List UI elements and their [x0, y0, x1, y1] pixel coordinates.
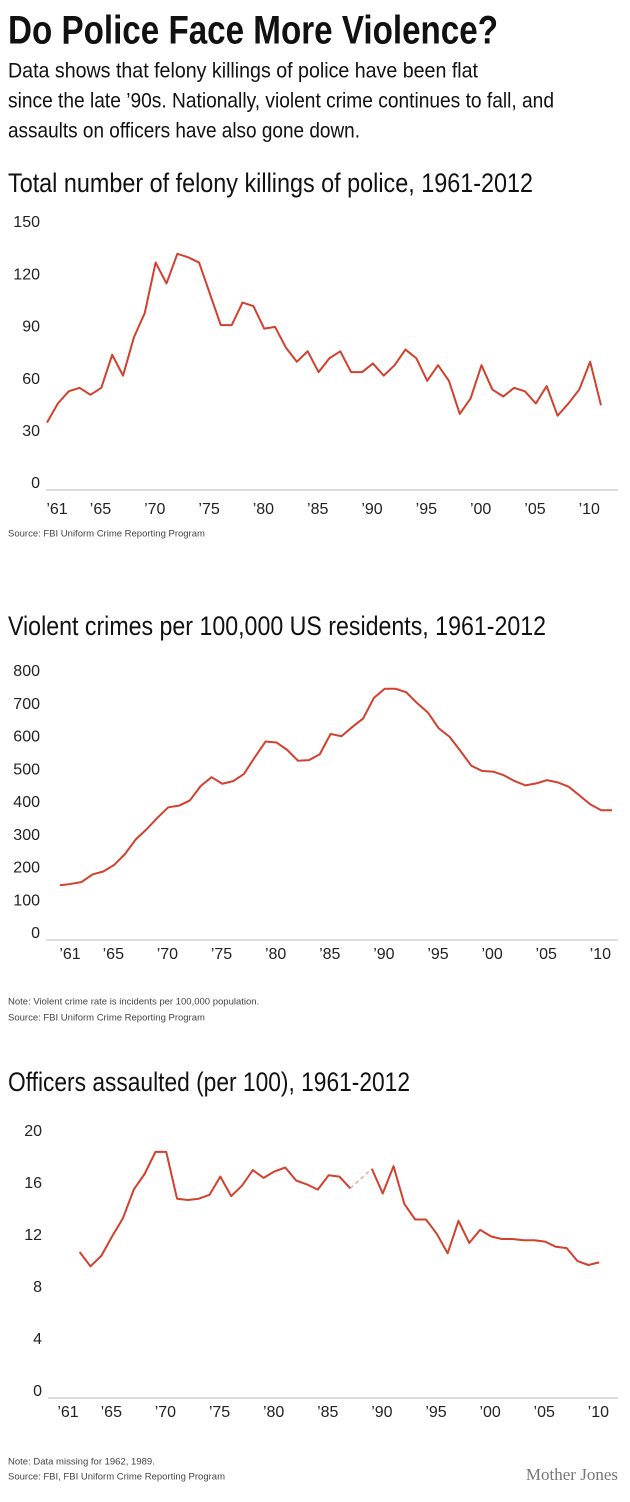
chart-note: Source: FBI, FBI Uniform Crime Reporting…	[8, 1472, 225, 1483]
subtitle-line: assaults on officers have also gone down…	[8, 120, 360, 143]
x-tick-label: ’85	[307, 501, 328, 518]
chart-title: Violent crimes per 100,000 US residents,…	[8, 611, 546, 641]
y-tick-label: 4	[33, 1331, 42, 1348]
x-tick-label: ’00	[470, 501, 491, 518]
x-tick-label: ’10	[588, 1404, 609, 1421]
subtitle-line: since the late ’90s. Nationally, violent…	[8, 90, 554, 113]
y-tick-label: 0	[33, 1383, 42, 1400]
brand: Mother Jones	[526, 1465, 618, 1484]
y-tick-label: 30	[22, 423, 40, 440]
x-tick-label: ’65	[90, 501, 111, 518]
chart-note: Source: FBI Uniform Crime Reporting Prog…	[8, 529, 205, 540]
gap-connector	[349, 1168, 373, 1189]
x-tick-label: ’75	[209, 1404, 230, 1421]
x-tick-label: ’90	[371, 1404, 392, 1421]
x-tick-label: ’85	[319, 946, 340, 963]
chart-title: Officers assaulted (per 100), 1961-2012	[8, 1067, 410, 1097]
data-line	[59, 687, 612, 887]
x-tick-label: ’61	[46, 501, 67, 518]
y-tick-label: 90	[22, 319, 40, 336]
y-tick-label: 150	[13, 214, 40, 231]
x-tick-label: ’85	[317, 1404, 338, 1421]
y-tick-label: 16	[24, 1175, 42, 1192]
y-tick-label: 120	[13, 266, 40, 283]
x-tick-label: ’65	[103, 946, 124, 963]
x-tick-label: ’80	[253, 501, 274, 518]
x-tick-label: ’95	[427, 946, 448, 963]
x-tick-label: ’00	[481, 946, 502, 963]
y-tick-label: 0	[31, 925, 40, 942]
x-tick-label: ’90	[361, 501, 382, 518]
x-tick-label: ’05	[534, 1404, 555, 1421]
y-tick-label: 400	[13, 794, 40, 811]
y-tick-label: 0	[31, 475, 40, 492]
y-tick-label: 200	[13, 860, 40, 877]
y-tick-label: 800	[13, 663, 40, 680]
y-tick-label: 500	[13, 761, 40, 778]
x-tick-label: ’70	[155, 1404, 176, 1421]
x-tick-label: ’95	[416, 501, 437, 518]
chart-note: Source: FBI Uniform Crime Reporting Prog…	[8, 1013, 205, 1024]
y-tick-label: 60	[22, 371, 40, 388]
x-tick-label: ’95	[425, 1404, 446, 1421]
data-line	[78, 1150, 600, 1268]
chart-note: Note: Violent crime rate is incidents pe…	[8, 997, 259, 1008]
x-tick-label: ’65	[101, 1404, 122, 1421]
x-tick-label: ’90	[373, 946, 394, 963]
x-tick-label: ’75	[198, 501, 219, 518]
y-tick-label: 20	[24, 1123, 42, 1140]
x-tick-label: ’10	[590, 946, 611, 963]
x-tick-label: ’61	[57, 1404, 78, 1421]
y-tick-label: 300	[13, 827, 40, 844]
x-tick-label: ’70	[157, 946, 178, 963]
y-tick-label: 8	[33, 1279, 42, 1296]
chart-note: Note: Data missing for 1962, 1989.	[8, 1457, 155, 1468]
x-tick-label: ’00	[479, 1404, 500, 1421]
x-tick-label: ’80	[263, 1404, 284, 1421]
y-tick-label: 700	[13, 696, 40, 713]
chart-title: Total number of felony killings of polic…	[8, 168, 533, 198]
y-tick-label: 12	[24, 1227, 42, 1244]
subtitle-line: Data shows that felony killings of polic…	[8, 60, 478, 83]
y-tick-label: 600	[13, 729, 40, 746]
x-tick-label: ’05	[524, 501, 545, 518]
x-tick-label: ’10	[579, 501, 600, 518]
y-tick-label: 100	[13, 892, 40, 909]
x-tick-label: ’75	[211, 946, 232, 963]
data-line	[46, 252, 602, 424]
page-title: Do Police Face More Violence?	[8, 9, 498, 53]
x-tick-label: ’05	[536, 946, 557, 963]
x-tick-label: ’80	[265, 946, 286, 963]
x-tick-label: ’61	[59, 946, 80, 963]
x-tick-label: ’70	[144, 501, 165, 518]
